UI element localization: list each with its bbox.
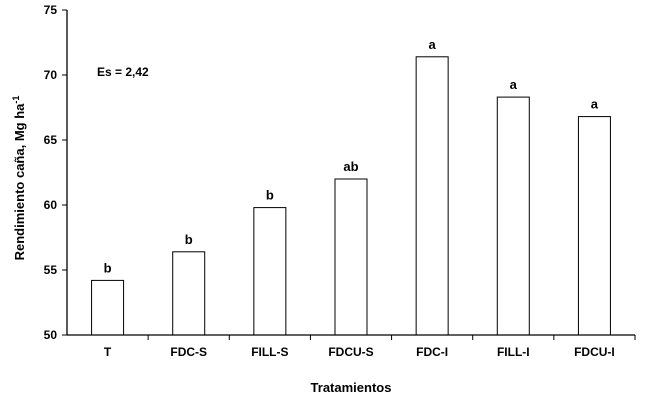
- significance-letter: b: [185, 232, 193, 247]
- x-tick-label: FDCU-S: [328, 345, 373, 359]
- significance-letter: b: [104, 260, 112, 275]
- y-tick-label: 75: [44, 3, 58, 17]
- y-axis-ticks: 50 55 60 65 70 75: [44, 3, 67, 342]
- significance-labels: b b b ab a a a: [104, 37, 599, 276]
- bar-fdc-s: [172, 251, 206, 336]
- y-tick-label: 55: [44, 263, 58, 277]
- bar-fill-i: [496, 96, 530, 336]
- y-tick-label: 70: [44, 68, 58, 82]
- y-axis-title: Rendimiento caña, Mg ha-1: [11, 96, 27, 261]
- es-annotation: Es = 2,42: [97, 65, 149, 79]
- significance-letter: a: [591, 97, 599, 112]
- bar-fdc-i: [415, 56, 449, 336]
- significance-letter: a: [429, 37, 437, 52]
- y-axis-title-superscript: -1: [11, 96, 21, 104]
- x-tick-label: FILL-S: [251, 345, 288, 359]
- bars-group: [91, 56, 611, 336]
- y-tick-label: 50: [44, 328, 58, 342]
- bar-fdcu-i: [577, 116, 611, 336]
- y-axis-title-main: Rendimiento caña, Mg ha: [12, 103, 27, 261]
- significance-letter: a: [510, 77, 518, 92]
- y-tick-label: 65: [44, 133, 58, 147]
- y-tick-label: 60: [44, 198, 58, 212]
- x-axis-title: Tratamientos: [311, 380, 392, 395]
- bar-t: [91, 279, 125, 336]
- x-axis-tick-labels: T FDC-S FILL-S FDCU-S FDC-I FILL-I FDCU-I: [104, 335, 636, 359]
- bar-fill-s: [253, 207, 287, 336]
- x-tick-label: FDC-I: [416, 345, 448, 359]
- significance-letter: b: [266, 188, 274, 203]
- significance-letter: ab: [343, 159, 358, 174]
- x-tick-label: FDC-S: [170, 345, 207, 359]
- bar-fdcu-s: [334, 178, 368, 336]
- x-tick-label: FILL-I: [497, 345, 530, 359]
- x-tick-label: FDCU-I: [574, 345, 615, 359]
- x-tick-label: T: [104, 345, 112, 359]
